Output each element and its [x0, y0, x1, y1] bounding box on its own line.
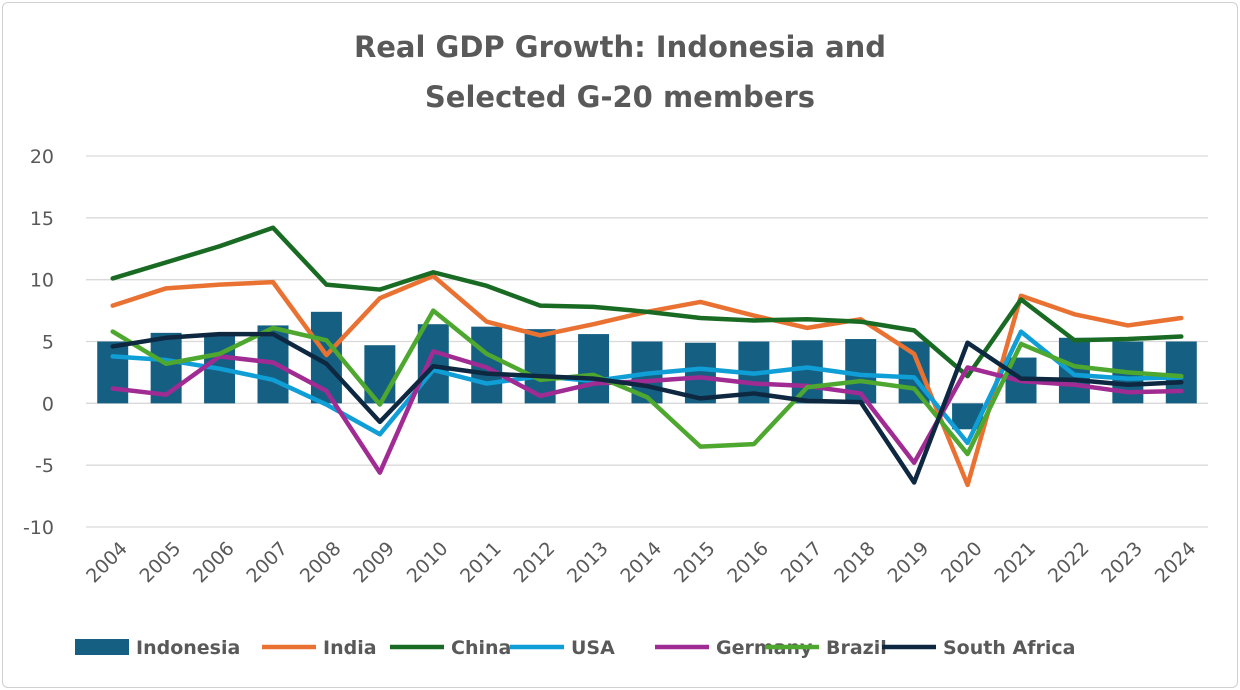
legend-label: Germany	[716, 637, 813, 659]
legend-label: China	[451, 637, 511, 659]
line-china	[110, 225, 1184, 379]
y-tick-label: 15	[30, 208, 54, 230]
x-tick-label: 2023	[1097, 538, 1147, 588]
bar-indonesia-2017	[791, 340, 823, 404]
legend-label: India	[323, 637, 377, 659]
x-tick-label: 2010	[403, 538, 453, 588]
x-tick-label: 2012	[510, 538, 560, 588]
x-tick-label: 2009	[349, 538, 399, 588]
x-tick-label: 2004	[82, 538, 132, 588]
legend-label: South Africa	[943, 637, 1075, 659]
y-tick-label: 20	[30, 146, 54, 168]
y-tick-label: 0	[42, 393, 54, 415]
legend-label: Brazil	[826, 637, 887, 659]
bar-indonesia-2004	[97, 341, 129, 404]
legend-label: Indonesia	[136, 637, 240, 659]
x-tick-label: 2018	[830, 538, 880, 588]
x-tick-label: 2015	[670, 538, 720, 588]
x-tick-label: 2006	[189, 538, 239, 588]
x-tick-label: 2014	[616, 538, 666, 588]
bar-indonesia-2022	[1058, 337, 1090, 404]
legend-label: USA	[571, 637, 615, 659]
bar-indonesia-2010	[417, 324, 449, 404]
y-tick-label: 10	[30, 270, 54, 292]
x-tick-label: 2017	[777, 538, 827, 588]
x-tick-label: 2020	[937, 538, 987, 588]
bar-indonesia-2013	[578, 334, 610, 404]
x-tick-label: 2016	[723, 538, 773, 588]
legend-swatch-indonesia	[75, 639, 129, 655]
line-south-africa	[110, 331, 1184, 485]
chart-title-line-1: Real GDP Growth: Indonesia and	[354, 30, 886, 64]
bar-indonesia-2015	[684, 342, 716, 404]
chart-title-line-2: Selected G-20 members	[425, 80, 815, 114]
y-tick-label: -5	[35, 455, 54, 477]
bar-indonesia-2024	[1165, 341, 1197, 404]
x-tick-label: 2024	[1151, 538, 1201, 588]
x-tick-label: 2022	[1044, 538, 1094, 588]
x-tick-label: 2021	[990, 538, 1040, 588]
y-tick-label: 5	[42, 332, 54, 354]
x-tick-label: 2007	[242, 538, 292, 588]
x-tick-label: 2013	[563, 538, 613, 588]
x-tick-label: 2005	[136, 538, 186, 588]
x-tick-label: 2011	[456, 538, 506, 588]
line-brazil	[110, 308, 1184, 457]
x-tick-label: 2008	[296, 538, 346, 588]
y-tick-label: -10	[23, 517, 54, 539]
x-tick-label: 2019	[884, 538, 934, 588]
